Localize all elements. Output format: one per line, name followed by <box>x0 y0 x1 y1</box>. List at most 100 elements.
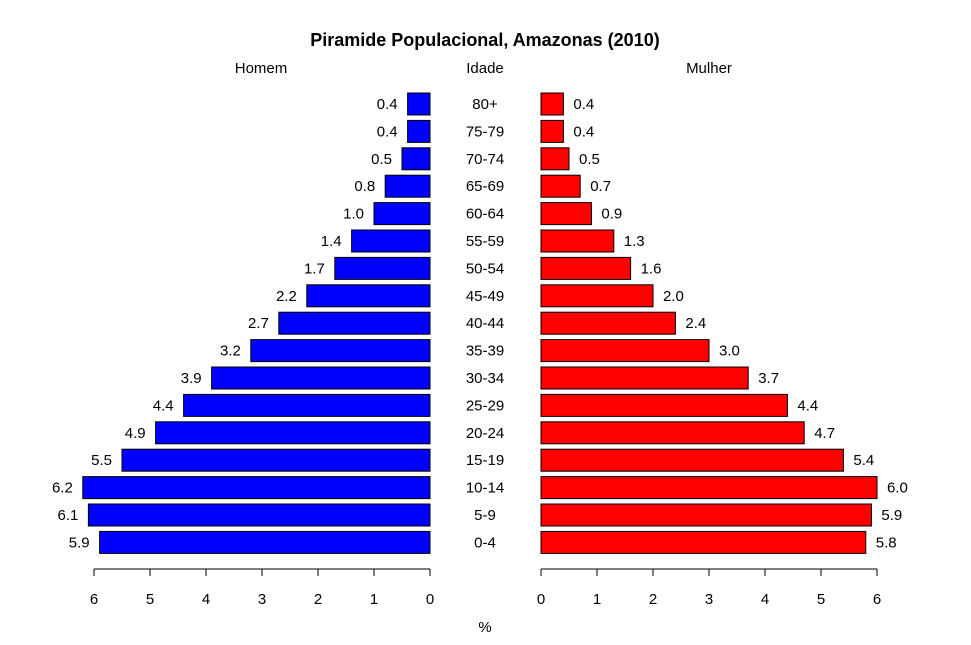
female-value-label: 0.7 <box>590 178 611 195</box>
left-header: Homem <box>235 60 288 77</box>
male-value-label: 0.8 <box>354 178 375 195</box>
male-bar <box>87 503 431 527</box>
female-bar <box>540 311 676 335</box>
left-tick-label: 1 <box>370 591 378 608</box>
right-tick-label: 1 <box>593 591 601 608</box>
age-group-label: 30-34 <box>466 370 504 387</box>
age-group-label: 40-44 <box>466 315 504 332</box>
age-group-label: 5-9 <box>474 507 496 524</box>
male-value-label: 3.2 <box>220 343 241 360</box>
age-labels-group: 80+ 75-79 70-74 65-69 60-64 55-59 50-54 45-49 40… <box>466 96 504 551</box>
female-value-label: 5.8 <box>876 534 897 551</box>
female-bar <box>540 476 878 500</box>
female-value-label: 0.9 <box>601 206 622 223</box>
female-bar <box>540 366 749 390</box>
female-bar <box>540 256 632 280</box>
male-value-label: 1.7 <box>304 260 325 277</box>
female-bar <box>540 174 581 198</box>
male-bar <box>211 366 431 390</box>
age-group-label: 75-79 <box>466 123 504 140</box>
male-bar <box>183 393 431 417</box>
left-tick-label: 4 <box>202 591 210 608</box>
female-value-label: 4.4 <box>797 397 818 414</box>
male-bar <box>250 339 431 363</box>
male-value-label: 5.9 <box>69 534 90 551</box>
male-value-label: 4.9 <box>125 425 146 442</box>
male-value-label: 6.1 <box>58 507 79 524</box>
age-group-label: 20-24 <box>466 425 504 442</box>
male-bar <box>384 174 431 198</box>
female-value-label: 0.5 <box>579 151 600 168</box>
female-bar <box>540 202 592 226</box>
female-value-label: 0.4 <box>573 96 594 113</box>
age-group-label: 10-14 <box>466 480 504 497</box>
male-bar <box>278 311 431 335</box>
age-group-label: 80+ <box>472 96 498 113</box>
female-value-label: 1.6 <box>641 260 662 277</box>
male-bars-group: 0.4 0.4 0.5 0.8 1.01.4 1.7 2.2 2.7 3.2 3.9 4.4 4.9 5… <box>52 92 431 554</box>
female-value-label: 2.0 <box>663 288 684 305</box>
female-bar <box>540 284 654 308</box>
right-x-axis: 0 1 2 3 4 5 6 <box>537 568 881 608</box>
female-value-label: 5.9 <box>881 507 902 524</box>
male-value-label: 2.2 <box>276 288 297 305</box>
age-group-label: 0-4 <box>474 534 496 551</box>
female-bar <box>540 421 805 445</box>
right-tick-label: 0 <box>537 591 545 608</box>
chart-title: Piramide Populacional, Amazonas (2010) <box>310 30 659 50</box>
male-value-label: 3.9 <box>181 370 202 387</box>
female-bar <box>540 393 788 417</box>
right-tick-label: 5 <box>817 591 825 608</box>
male-value-label: 5.5 <box>91 452 112 469</box>
age-group-label: 35-39 <box>466 343 504 360</box>
female-value-label: 3.0 <box>719 343 740 360</box>
x-axis-label: % <box>478 619 491 636</box>
female-bar <box>540 147 570 171</box>
male-bar <box>407 119 431 143</box>
male-bar <box>155 421 431 445</box>
female-bar <box>540 92 564 116</box>
center-header: Idade <box>466 60 504 77</box>
female-bar <box>540 229 615 253</box>
female-value-label: 6.0 <box>887 480 908 497</box>
female-bar <box>540 119 564 143</box>
right-header: Mulher <box>686 60 732 77</box>
male-bar <box>82 476 431 500</box>
male-value-label: 0.4 <box>377 123 398 140</box>
right-tick-label: 4 <box>761 591 769 608</box>
male-bar <box>334 256 431 280</box>
female-value-label: 0.4 <box>573 123 594 140</box>
female-value-label: 4.7 <box>814 425 835 442</box>
female-bars-group: 0.4 0.4 0.5 0.7 0.91.3 1.62.02.4 3.0 3.7 4.4 4.7 5… <box>540 92 908 554</box>
age-group-label: 15-19 <box>466 452 504 469</box>
age-group-label: 50-54 <box>466 260 504 277</box>
female-value-label: 3.7 <box>758 370 779 387</box>
left-tick-label: 5 <box>146 591 154 608</box>
female-bar <box>540 448 844 472</box>
male-value-label: 0.5 <box>371 151 392 168</box>
female-value-label: 2.4 <box>685 315 706 332</box>
left-tick-label: 3 <box>258 591 266 608</box>
male-bar <box>351 229 431 253</box>
left-tick-label: 0 <box>426 591 434 608</box>
male-value-label: 4.4 <box>153 397 174 414</box>
female-bar <box>540 339 710 363</box>
female-value-label: 5.4 <box>853 452 874 469</box>
male-bar <box>306 284 431 308</box>
right-tick-label: 3 <box>705 591 713 608</box>
male-value-label: 0.4 <box>377 96 398 113</box>
left-tick-label: 2 <box>314 591 322 608</box>
male-bar <box>401 147 431 171</box>
male-bar <box>407 92 431 116</box>
male-value-label: 6.2 <box>52 480 73 497</box>
male-bar <box>373 202 431 226</box>
age-group-label: 60-64 <box>466 206 504 223</box>
age-group-label: 45-49 <box>466 288 504 305</box>
male-value-label: 1.0 <box>343 206 364 223</box>
age-group-label: 70-74 <box>466 151 504 168</box>
male-value-label: 1.4 <box>321 233 342 250</box>
age-group-label: 25-29 <box>466 397 504 414</box>
female-bar <box>540 503 872 527</box>
male-value-label: 2.7 <box>248 315 269 332</box>
